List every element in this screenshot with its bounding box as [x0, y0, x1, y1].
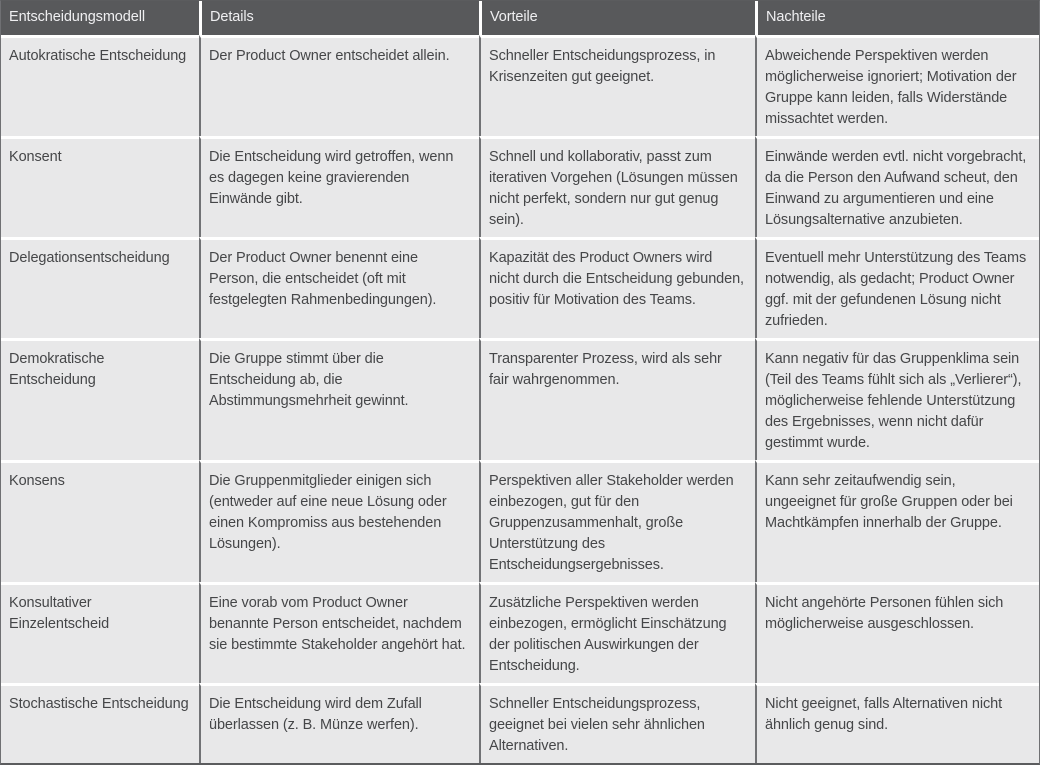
table-row: Demokratische Entscheidung Die Gruppe st… [1, 338, 1039, 460]
nachteile-cell: Abweichende Perspektiven werden mögliche… [755, 35, 1039, 136]
vorteile-cell: Kapazität des Product Owners wird nicht … [479, 237, 755, 338]
model-cell: Konsent [1, 136, 199, 237]
model-cell: Demokratische Entscheidung [1, 338, 199, 460]
nachteile-cell: Einwände werden evtl. nicht vorgebracht,… [755, 136, 1039, 237]
nachteile-cell: Nicht angehörte Personen fühlen sich mög… [755, 582, 1039, 683]
table-row: Konsultativer Einzelentscheid Eine vorab… [1, 582, 1039, 683]
model-cell: Konsultativer Einzelentscheid [1, 582, 199, 683]
vorteile-cell: Perspektiven aller Stakeholder werden ei… [479, 460, 755, 582]
details-cell: Eine vorab vom Product Owner benannte Pe… [199, 582, 479, 683]
header-nachteile: Nachteile [755, 1, 1039, 35]
table-row: Autokratische Entscheidung Der Product O… [1, 35, 1039, 136]
vorteile-cell: Schneller Entscheidungsprozess, geeignet… [479, 683, 755, 763]
details-cell: Die Gruppenmitglieder einigen sich (entw… [199, 460, 479, 582]
table-row: Konsent Die Entscheidung wird getroffen,… [1, 136, 1039, 237]
table-row: Delegationsentscheidung Der Product Owne… [1, 237, 1039, 338]
header-vorteile: Vorteile [479, 1, 755, 35]
model-cell: Stochastische Entscheidung [1, 683, 199, 763]
model-cell: Konsens [1, 460, 199, 582]
table-row: Stochastische Entscheidung Die Entscheid… [1, 683, 1039, 763]
model-cell: Delegationsentscheidung [1, 237, 199, 338]
header-row: Entscheidungsmodell Details Vorteile Nac… [1, 1, 1039, 35]
nachteile-cell: Kann sehr zeitaufwendig sein, ungeeignet… [755, 460, 1039, 582]
vorteile-cell: Zusätzliche Perspektiven werden einbezog… [479, 582, 755, 683]
details-cell: Die Gruppe stimmt über die Entscheidung … [199, 338, 479, 460]
details-cell: Die Entscheidung wird getroffen, wenn es… [199, 136, 479, 237]
header-entscheidungsmodell: Entscheidungsmodell [1, 1, 199, 35]
details-cell: Der Product Owner benennt eine Person, d… [199, 237, 479, 338]
vorteile-cell: Transparenter Prozess, wird als sehr fai… [479, 338, 755, 460]
model-cell: Autokratische Entscheidung [1, 35, 199, 136]
details-cell: Die Entscheidung wird dem Zufall überlas… [199, 683, 479, 763]
details-cell: Der Product Owner entscheidet allein. [199, 35, 479, 136]
nachteile-cell: Eventuell mehr Unterstützung des Teams n… [755, 237, 1039, 338]
nachteile-cell: Nicht geeignet, falls Alternativen nicht… [755, 683, 1039, 763]
vorteile-cell: Schneller Entscheidungsprozess, in Krise… [479, 35, 755, 136]
nachteile-cell: Kann negativ für das Gruppenklima sein (… [755, 338, 1039, 460]
header-details: Details [199, 1, 479, 35]
vorteile-cell: Schnell und kollaborativ, passt zum iter… [479, 136, 755, 237]
table-row: Konsens Die Gruppenmitglieder einigen si… [1, 460, 1039, 582]
